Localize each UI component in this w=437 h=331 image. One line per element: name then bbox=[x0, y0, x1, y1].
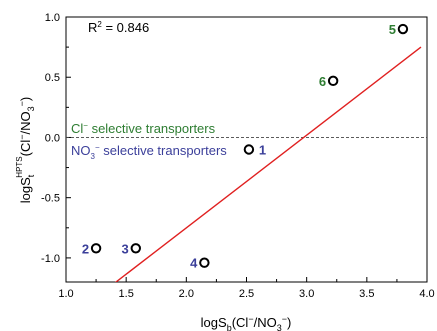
y-tick-label: 0.5 bbox=[45, 72, 60, 84]
regression-line bbox=[114, 46, 422, 282]
point-label-1: 1 bbox=[259, 143, 266, 158]
x-tick-label: 3.0 bbox=[299, 288, 314, 300]
x-axis: 1.0 1.5 2.0 2.5 3.0 3.5 4.0 bbox=[58, 277, 435, 300]
x-tick-label: 3.5 bbox=[359, 288, 374, 300]
y-axis: -1.0 -0.5 0.0 0.5 1.0 bbox=[41, 12, 71, 265]
point-label-5: 5 bbox=[389, 22, 396, 37]
data-points: 1 2 3 4 5 6 bbox=[82, 22, 409, 271]
x-tick-label: 1.0 bbox=[58, 288, 73, 300]
point-label-4: 4 bbox=[190, 256, 198, 271]
y-tick-label: -0.5 bbox=[41, 193, 60, 205]
x-tick-label: 1.5 bbox=[119, 288, 134, 300]
y-tick-label: 0.0 bbox=[45, 132, 60, 144]
data-point-5 bbox=[397, 23, 409, 35]
y-tick-label: 1.0 bbox=[45, 12, 60, 24]
point-label-3: 3 bbox=[122, 241, 129, 256]
x-tick-label: 2.0 bbox=[179, 288, 194, 300]
data-point-1 bbox=[243, 144, 255, 155]
y-tick-label: -1.0 bbox=[41, 253, 60, 265]
x-tick-label: 2.5 bbox=[239, 288, 254, 300]
data-point-3 bbox=[130, 243, 141, 254]
data-point-6 bbox=[327, 75, 339, 87]
data-point-2 bbox=[90, 243, 102, 254]
point-label-2: 2 bbox=[82, 241, 89, 256]
point-label-6: 6 bbox=[319, 74, 326, 89]
y-axis-title: logStHPTS(Cl−/NO3−) bbox=[15, 97, 36, 204]
cl-selective-annotation: Cl− selective transporters bbox=[71, 121, 216, 136]
data-point-4 bbox=[199, 257, 210, 268]
x-axis-title: logSb(Cl−/NO3−) bbox=[201, 314, 292, 331]
r-squared-label: R2 = 0.846 bbox=[88, 20, 149, 35]
x-tick-label: 4.0 bbox=[419, 288, 434, 300]
no3-selective-annotation: NO3− selective transporters bbox=[71, 143, 227, 161]
